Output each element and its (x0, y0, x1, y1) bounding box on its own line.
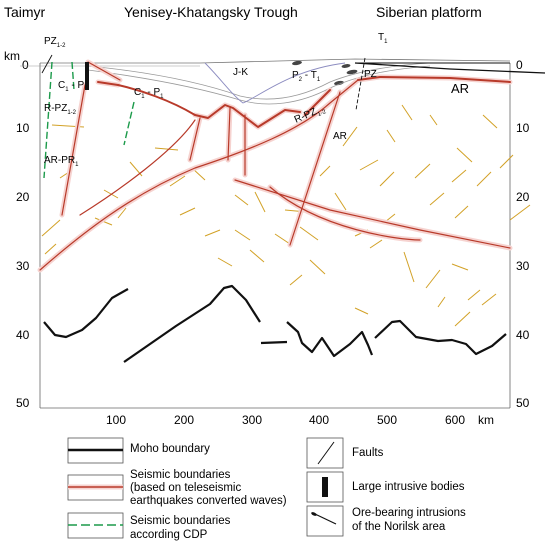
legend-label-moho: Moho boundary (130, 443, 210, 455)
legend-item-seismic-boundaries: Seismic boundaries (based on teleseismic… (67, 469, 287, 507)
unit-label-arpr: AR-PR1 (44, 155, 79, 168)
distance-tick-label: 100 (106, 413, 126, 427)
legend-label-ore-line-2: of the Norilsk area (352, 521, 446, 533)
unit-label-p2t1: P2 - T1 (292, 70, 321, 83)
depth-axis-unit: km (4, 49, 20, 63)
fault-siberian-edge (355, 57, 366, 111)
legend-item-intrusive-bodies: Large intrusive bodies (306, 471, 465, 503)
seismic-boundaries (39, 61, 511, 271)
depth-tick-label: 50 (516, 396, 530, 410)
legend-label-seismic-line-1: Seismic boundaries (130, 469, 231, 481)
unit-label-rpz-left: R-PZ1-2 (44, 103, 77, 116)
unit-label-t1: T1 (378, 32, 388, 45)
legend-item-faults: Faults (306, 437, 384, 469)
legend-item-ore-bearing: Ore-bearing intrusions of the Norilsk ar… (306, 505, 466, 537)
ore-bearing-intrusions (292, 60, 358, 86)
unit-label-ar-top: AR (451, 81, 469, 96)
depth-tick-label: 50 (16, 396, 30, 410)
legend-label-cdp-line-2: according CDP (130, 529, 208, 541)
distance-tick-label: 400 (309, 413, 329, 427)
unit-label-ar-mid: AR (333, 131, 347, 142)
depth-tick-label: 30 (516, 259, 530, 273)
legend-item-moho: Moho boundary (67, 437, 210, 464)
legend-label-seismic-line-2: (based on teleseismic (130, 482, 241, 494)
sedimentary-layers (20, 58, 546, 105)
distance-axis-unit: km (478, 413, 494, 427)
distance-tick-label: 500 (377, 413, 397, 427)
plot-frame (39, 63, 511, 409)
moho-boundary (43, 284, 507, 363)
distance-tick-label: 600 (445, 413, 465, 427)
depth-tick-label: 0 (22, 58, 29, 72)
unit-label-c1p1-mid: C1 - P1 (134, 87, 164, 100)
distance-tick-label: 300 (242, 413, 262, 427)
depth-tick-label: 20 (516, 190, 530, 204)
depth-tick-label: 40 (516, 328, 530, 342)
seismic-boundaries-halo (37, 59, 513, 273)
region-title-siberian-platform: Siberian platform (376, 4, 482, 20)
depth-tick-label: 0 (516, 58, 523, 72)
depth-tick-label: 10 (16, 121, 30, 135)
depth-tick-label: 40 (16, 328, 30, 342)
unit-label-jk: J-K (233, 67, 248, 78)
legend: Moho boundary Seismic boundaries (based … (67, 437, 466, 541)
distance-axis: 100 200 300 400 500 600 km (106, 413, 494, 427)
depth-tick-label: 20 (16, 190, 30, 204)
cdp-seismic-boundaries (43, 61, 135, 179)
region-title-taimyr: Taimyr (4, 4, 46, 20)
legend-label-ore-line-1: Ore-bearing intrusions (352, 507, 466, 519)
legend-label-faults: Faults (352, 447, 384, 459)
region-title-yenisey-khatangsky-trough: Yenisey-Khatangsky Trough (124, 4, 298, 20)
legend-label-intrusive: Large intrusive bodies (352, 481, 465, 493)
legend-item-cdp-boundaries: Seismic boundaries according CDP (67, 512, 231, 541)
fault-taimyr-edge (41, 54, 53, 74)
depth-tick-label: 30 (16, 259, 30, 273)
depth-axis-right: 0 10 20 30 40 50 (516, 58, 530, 410)
unit-label-pz: PZ (364, 69, 377, 80)
unit-label-pz12: PZ1-2 (44, 36, 66, 49)
large-intrusive-body (85, 62, 89, 90)
distance-tick-label: 200 (174, 413, 194, 427)
geological-unit-labels: PZ1-2 T1 J-K P2 - T1 PZ AR C1 - P C1 - P… (44, 32, 469, 168)
legend-label-seismic-line-3: earthquakes converted waves) (130, 495, 287, 507)
unit-label-c1p-left: C1 - P (58, 80, 84, 93)
depth-tick-label: 10 (516, 121, 530, 135)
faults (41, 104, 531, 327)
depth-axis-left: km 0 10 20 30 40 50 (4, 49, 30, 410)
legend-label-cdp-line-1: Seismic boundaries (130, 515, 231, 527)
